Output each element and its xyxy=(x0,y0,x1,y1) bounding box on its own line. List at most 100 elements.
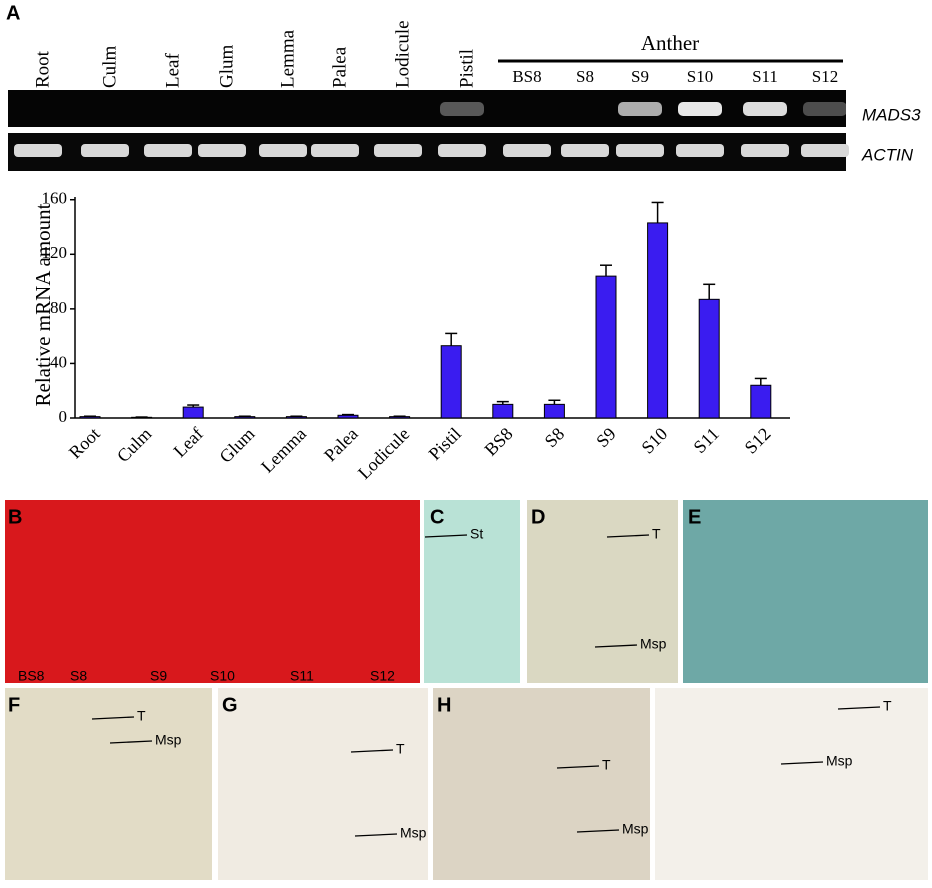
annotation: T xyxy=(602,757,611,773)
band xyxy=(801,144,849,157)
bar xyxy=(234,416,256,419)
annotation: S11 xyxy=(290,668,314,684)
band xyxy=(616,144,664,157)
band xyxy=(561,144,609,157)
lane-label: Culm xyxy=(99,46,120,88)
x-tick-label: Glum xyxy=(215,424,258,467)
gene-label: ACTIN xyxy=(861,145,914,164)
band xyxy=(503,144,551,157)
annotation: T xyxy=(137,708,146,724)
annotation: T xyxy=(652,526,661,542)
bar xyxy=(440,345,462,419)
image-e xyxy=(683,500,928,683)
bar xyxy=(750,384,772,419)
y-tick-label: 80 xyxy=(50,298,67,317)
bar xyxy=(182,406,204,419)
annotation: Msp xyxy=(640,636,667,652)
bar xyxy=(285,416,307,419)
band xyxy=(198,144,246,157)
x-tick-label: Palea xyxy=(320,424,362,466)
annotation: T xyxy=(883,698,892,714)
band xyxy=(311,144,359,157)
lane-label: Leaf xyxy=(162,53,183,88)
x-tick-label: S8 xyxy=(541,424,569,452)
annotation: Msp xyxy=(155,732,182,748)
annotation: S10 xyxy=(210,668,235,684)
x-tick-label: Pistil xyxy=(425,424,465,464)
x-tick-label: S10 xyxy=(637,424,671,458)
band xyxy=(743,102,787,116)
pointer-arrow xyxy=(354,833,398,837)
pointer-arrow xyxy=(780,761,824,765)
image-b xyxy=(5,500,420,683)
image-g xyxy=(218,688,428,880)
bar xyxy=(698,298,720,419)
panel-label: C xyxy=(430,506,444,528)
bar xyxy=(647,222,669,419)
lane-label: Lemma xyxy=(277,29,298,88)
y-tick-label: 40 xyxy=(50,352,67,371)
annotation: Msp xyxy=(622,821,649,837)
lane-label: S12 xyxy=(812,67,838,86)
panel-label: H xyxy=(437,694,451,716)
band xyxy=(440,102,484,116)
y-tick-label: 160 xyxy=(42,189,68,208)
panel-label: B xyxy=(8,506,22,528)
lane-label: S10 xyxy=(687,67,713,86)
pointer-arrow xyxy=(556,765,600,769)
group-label: Anther xyxy=(641,31,699,55)
lane-label: Root xyxy=(32,50,53,88)
lane-label: S11 xyxy=(752,67,778,86)
image-f xyxy=(5,688,212,880)
lane-label: S8 xyxy=(576,67,594,86)
bar xyxy=(337,414,359,419)
pointer-arrow xyxy=(424,534,468,538)
band xyxy=(618,102,662,116)
pointer-arrow xyxy=(91,716,135,720)
band xyxy=(741,144,789,157)
image-c xyxy=(424,500,520,683)
x-tick-label: Lemma xyxy=(257,424,310,477)
pointer-arrow xyxy=(350,749,394,753)
band xyxy=(374,144,422,157)
gene-label: MADS3 xyxy=(862,105,921,124)
panel-label: G xyxy=(222,694,238,716)
pointer-arrow xyxy=(837,706,881,710)
image-h xyxy=(433,688,650,880)
image-d xyxy=(527,500,678,683)
y-tick-label: 120 xyxy=(42,243,68,262)
x-tick-label: S12 xyxy=(741,424,775,458)
lane-label: Lodicule xyxy=(392,20,413,88)
band xyxy=(14,144,62,157)
panel-label: D xyxy=(531,506,545,528)
annotation: Msp xyxy=(400,825,427,841)
band xyxy=(678,102,722,116)
y-axis-title: Relative mRNA amount xyxy=(31,203,55,406)
pointer-arrow xyxy=(576,829,620,833)
panel-label: F xyxy=(8,694,20,716)
band xyxy=(259,144,307,157)
bar xyxy=(79,416,101,419)
panel-label: E xyxy=(688,506,701,528)
lane-label: Glum xyxy=(216,45,237,89)
pointer-arrow xyxy=(109,740,153,744)
lane-label: S9 xyxy=(631,67,649,86)
x-tick-label: BS8 xyxy=(480,424,516,460)
y-tick-label: 0 xyxy=(59,407,68,426)
panel-label: A xyxy=(6,2,20,24)
band xyxy=(81,144,129,157)
pointer-arrow xyxy=(594,644,638,648)
lane-label: Palea xyxy=(329,46,350,88)
annotation: S8 xyxy=(70,668,87,684)
band xyxy=(676,144,724,157)
bar xyxy=(492,403,514,419)
annotation: T xyxy=(396,741,405,757)
bar xyxy=(543,403,565,419)
band xyxy=(438,144,486,157)
annotation: S9 xyxy=(150,668,167,684)
annotation: S12 xyxy=(370,668,395,684)
annotation: Msp xyxy=(826,753,853,769)
band xyxy=(803,102,847,116)
